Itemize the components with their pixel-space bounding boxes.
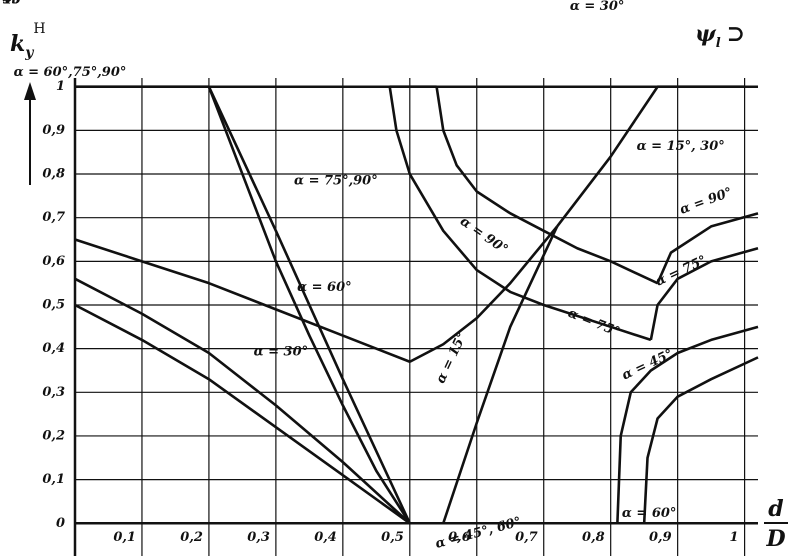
y-tick-label: 0,2 [42, 428, 65, 443]
x-tick-label: 0,2 [180, 530, 203, 545]
x-label-num: d [768, 496, 783, 522]
series-label: α = 45° [620, 347, 676, 384]
series-label: α = 75° [653, 253, 709, 290]
series-line [74, 303, 411, 525]
series-line [74, 277, 411, 525]
series-label: α = 60° [622, 506, 677, 521]
y-label-sub: y [24, 45, 34, 61]
series-line [442, 225, 559, 524]
corner-label: ψl ⊃ [695, 21, 745, 51]
series-line [556, 85, 745, 228]
series-line [435, 86, 659, 285]
x-label-den: D [765, 526, 785, 552]
x-tick-label: 1 [730, 530, 739, 545]
y-arrow-head [24, 82, 36, 100]
y-label-sup: H [33, 21, 45, 37]
series-line [388, 86, 652, 342]
x-tick-label: 0,7 [515, 530, 538, 545]
y-label-base: k [10, 31, 25, 57]
y-tick-label: 0,7 [42, 210, 65, 225]
series-label: α = 15° [433, 330, 470, 386]
x-tick-label: 0,1 [113, 530, 136, 545]
series-label: α = 30° [254, 345, 309, 360]
x-tick-label: 0,6 [448, 530, 471, 545]
series-label: α = 30° [570, 0, 625, 14]
series-label: α = 90° [678, 185, 734, 218]
series-line [207, 86, 411, 524]
series-line [74, 238, 411, 363]
y-tick-label: 1 [56, 79, 65, 94]
series-label: α = 15°, 30° [637, 139, 725, 154]
y-axis-label: kyH [10, 21, 46, 61]
series-label: α = 75° [566, 306, 622, 340]
x-tick-label: 0,4 [314, 530, 337, 545]
y-tick-label: 0,6 [42, 254, 65, 269]
series-line [642, 356, 759, 524]
corner-label-tail: ⊃ [727, 21, 745, 47]
series-line [207, 86, 411, 524]
series-label: α = 75°,90° [294, 173, 378, 188]
series-label: α = 60° [297, 280, 352, 295]
series-label: α = 90° [457, 214, 510, 258]
corner-label-sub: l [716, 36, 721, 51]
series-line [409, 225, 559, 363]
y-tick-label: 0,5 [42, 297, 65, 312]
series-label: α = 90° [0, 0, 27, 8]
series-label: α = 15° [0, 0, 27, 8]
y-tick-label: 0,8 [42, 167, 65, 182]
y-tick-label: 0,9 [42, 123, 65, 138]
series-line [616, 325, 759, 524]
corner-label-base: ψ [695, 21, 717, 47]
y-tick-label: 0,3 [42, 385, 65, 400]
series-label: α = 60°,75°,90° [14, 65, 127, 80]
x-tick-label: 0,8 [582, 530, 605, 545]
series-line [656, 212, 759, 284]
x-tick-label: 0,3 [247, 530, 270, 545]
series-label: α = 45°, 60° [434, 515, 523, 552]
y-tick-label: 0,4 [42, 341, 65, 356]
series-line [649, 246, 759, 341]
x-tick-label: 0,5 [381, 530, 404, 545]
series-label: α = 45° [0, 0, 27, 8]
y-tick-label: 0 [56, 516, 65, 531]
x-tick-label: 0,9 [649, 530, 672, 545]
y-tick-label: 0,1 [42, 472, 65, 487]
